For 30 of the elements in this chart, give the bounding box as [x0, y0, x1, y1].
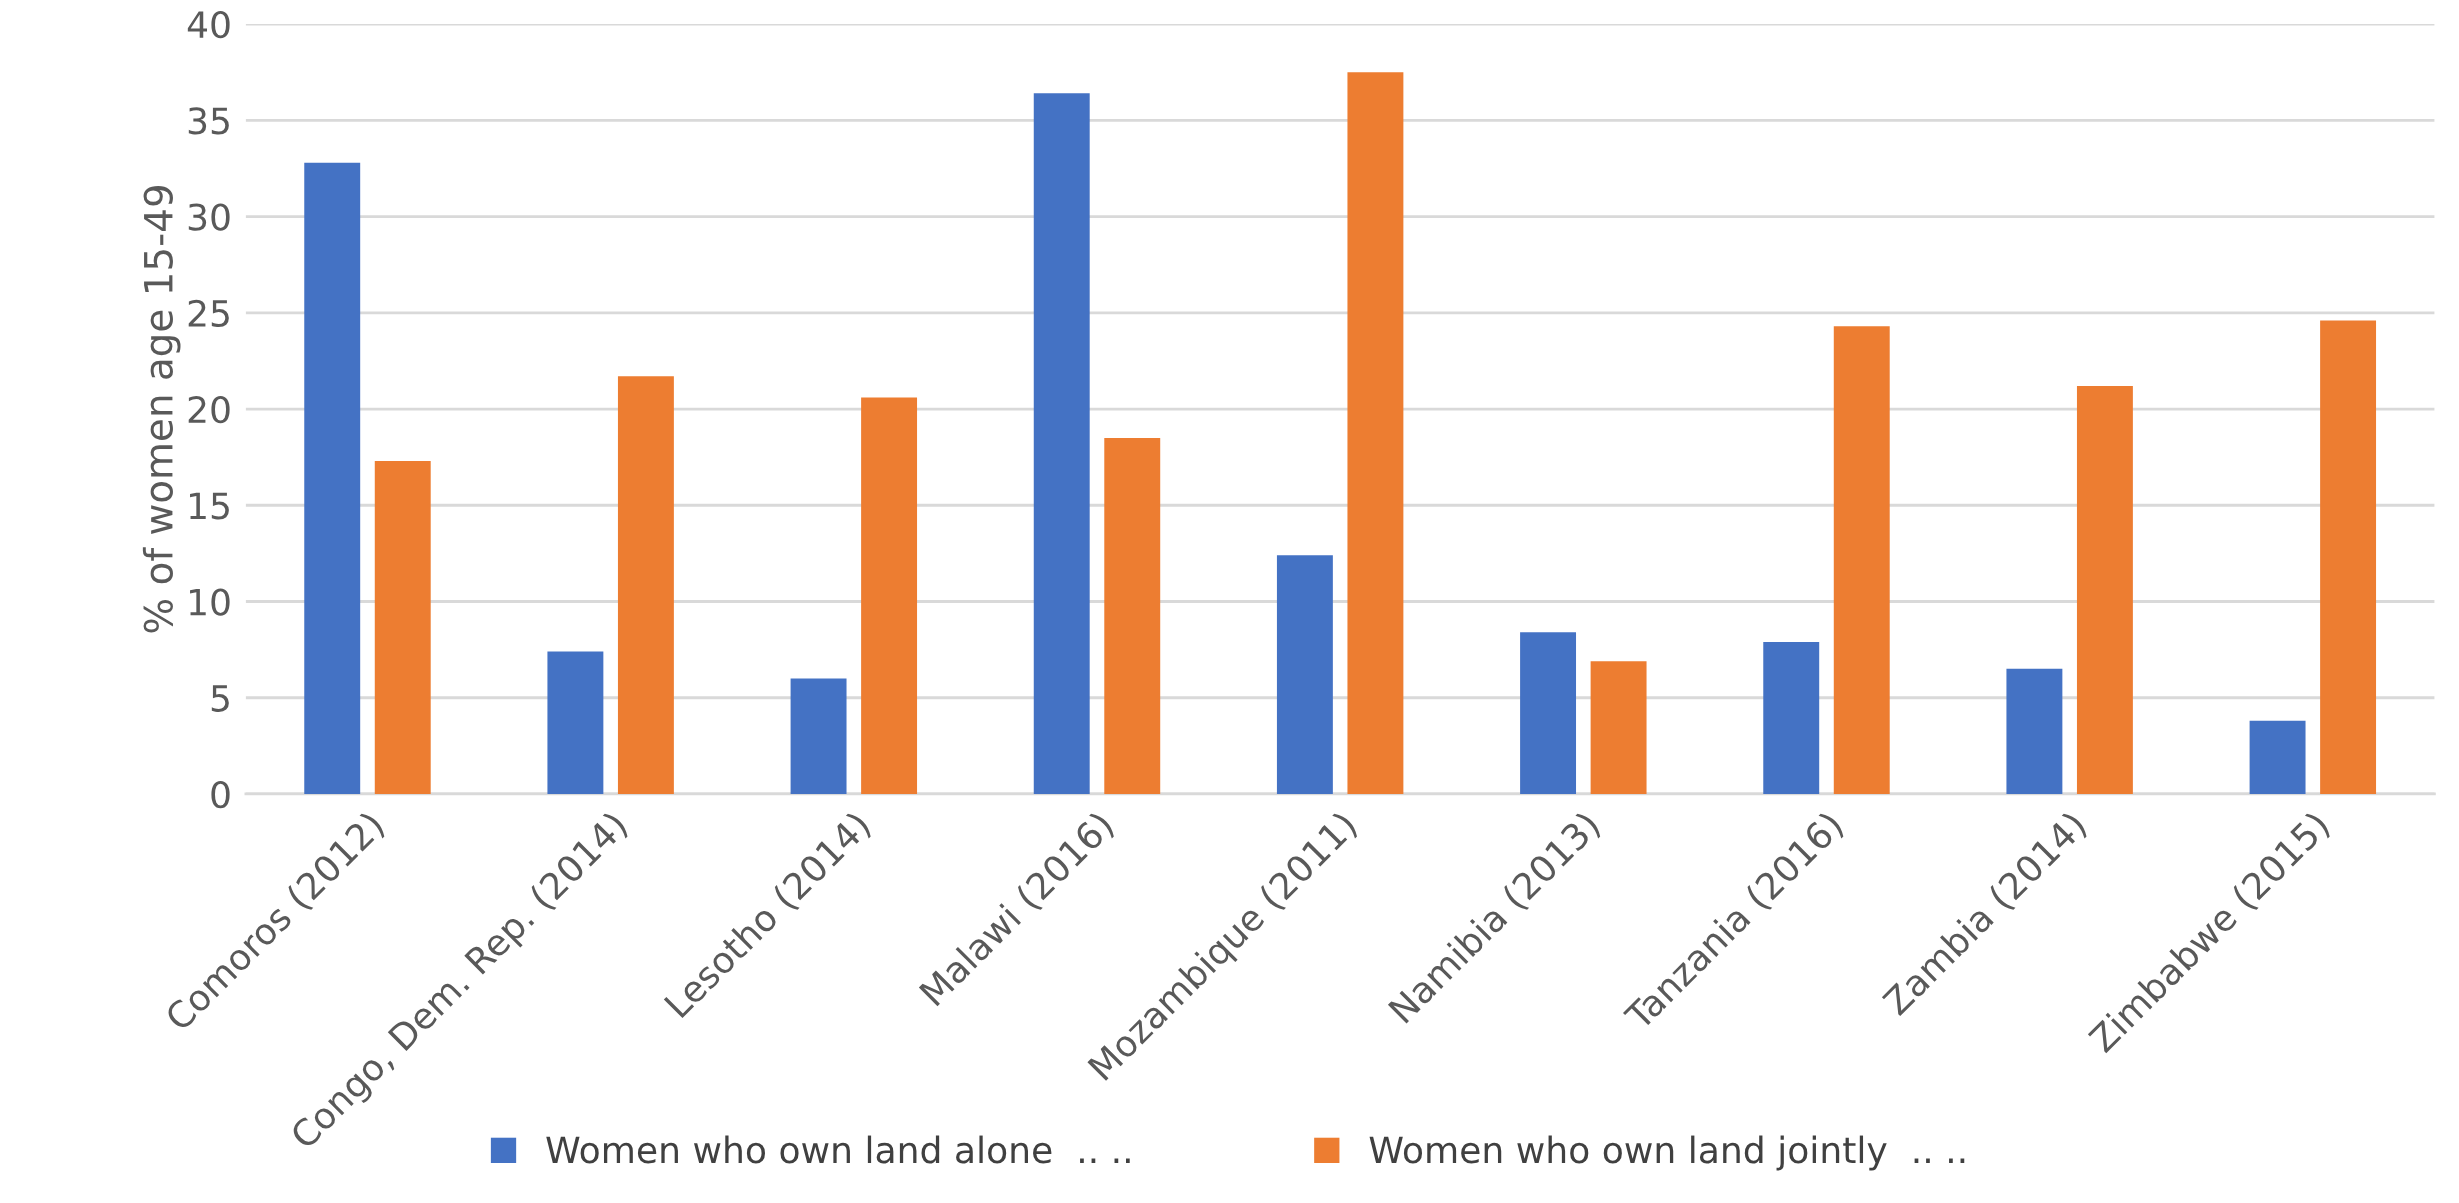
legend-label: Women who own land jointly .. .. — [1369, 1135, 1965, 1171]
bar — [2320, 320, 2377, 794]
bar — [617, 376, 674, 794]
bar — [1763, 641, 1820, 794]
y-tick-label: 15 — [190, 492, 229, 520]
bar — [2076, 385, 2133, 794]
bar — [374, 460, 431, 794]
bar — [1347, 72, 1404, 794]
bar — [1520, 632, 1577, 794]
y-tick-label: 35 — [188, 107, 229, 135]
y-tick-label: 20 — [188, 395, 230, 424]
bar — [1833, 326, 1890, 794]
bar — [304, 162, 361, 794]
bar — [2006, 668, 2063, 794]
y-tick-label: 25 — [188, 299, 229, 328]
y-axis-title: % of women age 15-49 — [142, 186, 181, 633]
legend-label: Women who own land alone .. .. — [546, 1135, 1130, 1164]
bar — [1104, 437, 1161, 794]
bar — [1276, 555, 1333, 794]
bar — [1033, 93, 1090, 794]
bar — [1590, 661, 1647, 794]
bar — [861, 397, 918, 794]
y-tick-label: 0 — [211, 780, 230, 809]
bar — [2249, 720, 2306, 794]
y-tick-label: 10 — [190, 588, 230, 616]
y-tick-label: 40 — [187, 10, 230, 39]
y-tick-label: 30 — [188, 203, 230, 231]
bar — [547, 651, 604, 794]
y-tick-label: 5 — [211, 685, 229, 712]
bar — [790, 678, 847, 794]
